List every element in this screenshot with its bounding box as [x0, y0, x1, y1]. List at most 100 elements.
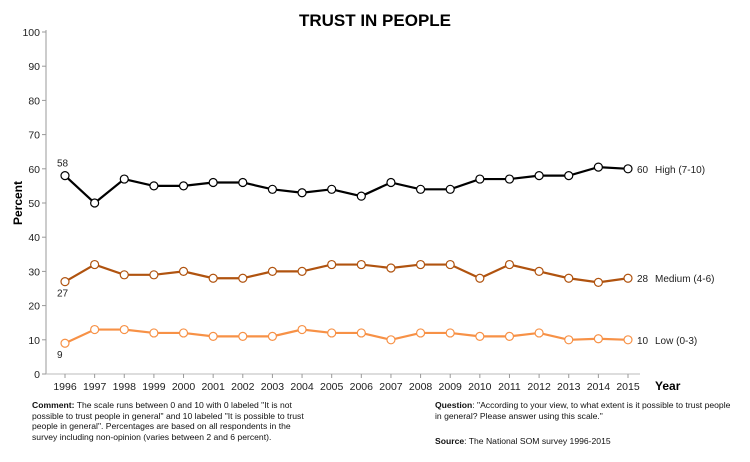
x-tick-label: 2008: [409, 381, 433, 393]
data-point: [327, 184, 337, 194]
data-point: [238, 331, 248, 341]
source-note: Source: The National SOM survey 1996-201…: [435, 436, 735, 447]
data-point: [149, 181, 159, 191]
legend-label: Low (0-3): [655, 336, 697, 347]
end-value-label: 10: [637, 336, 649, 347]
y-tick-label: 40: [28, 232, 40, 244]
x-axis-label: Year: [655, 379, 681, 393]
x-tick-label: 2012: [527, 381, 551, 393]
data-point: [593, 334, 603, 344]
data-point: [504, 174, 515, 184]
x-tick-label: 2013: [557, 381, 581, 393]
data-point: [149, 328, 159, 338]
x-tick-label: 1997: [83, 381, 107, 393]
start-value-label: 27: [57, 289, 69, 300]
data-point: [475, 273, 485, 283]
y-tick-label: 0: [34, 369, 40, 381]
comment-label: Comment:: [32, 400, 75, 410]
data-point: [534, 266, 544, 276]
question-note: Question: "According to your view, to wh…: [435, 400, 735, 421]
y-tick-label: 60: [28, 164, 40, 176]
data-point: [327, 328, 337, 338]
y-axis-label: Percent: [11, 181, 25, 225]
x-tick-label: 1999: [142, 381, 166, 393]
data-point: [475, 174, 485, 184]
data-point: [415, 328, 426, 338]
data-point: [119, 324, 129, 335]
x-tick-label: 2010: [468, 381, 492, 393]
end-value-label: 28: [637, 274, 649, 285]
data-point: [356, 259, 366, 270]
x-tick-label: 2014: [587, 381, 611, 393]
data-point: [445, 184, 455, 194]
y-tick-label: 20: [28, 301, 40, 313]
data-point: [297, 266, 307, 276]
data-point: [445, 328, 455, 338]
data-point: [90, 259, 100, 270]
data-point: [504, 259, 515, 270]
data-point: [623, 335, 633, 345]
data-point: [593, 277, 603, 287]
data-point: [119, 174, 129, 184]
x-tick-label: 2000: [172, 381, 196, 393]
data-point: [178, 181, 189, 191]
question-text: : "According to your view, to what exten…: [435, 400, 731, 421]
data-point: [297, 188, 307, 198]
data-point: [327, 259, 337, 270]
data-point: [267, 331, 278, 341]
legend-label: High (7-10): [655, 165, 705, 176]
data-point: [178, 266, 189, 276]
data-point: [60, 338, 70, 348]
question-label: Question: [435, 400, 473, 410]
x-tick-label: 2005: [320, 381, 344, 393]
start-value-label: 9: [57, 350, 63, 361]
x-tick-label: 1996: [53, 381, 77, 393]
source-text: : The National SOM survey 1996-2015: [464, 436, 611, 446]
x-tick-label: 2002: [231, 381, 255, 393]
data-point: [356, 191, 366, 201]
series-line: [64, 328, 629, 345]
data-point: [90, 324, 100, 335]
data-point: [297, 324, 307, 335]
data-point: [238, 177, 248, 188]
y-tick-label: 90: [28, 61, 40, 73]
data-point: [445, 259, 455, 270]
data-point: [208, 177, 218, 188]
data-point: [415, 259, 426, 270]
data-point: [119, 270, 129, 280]
comment-note: Comment: The scale runs between 0 and 10…: [32, 400, 317, 442]
x-tick-label: 2007: [379, 381, 403, 393]
data-point: [593, 162, 603, 172]
chart-title: TRUST IN PEOPLE: [299, 11, 451, 30]
y-tick-label: 100: [22, 27, 40, 39]
data-point: [208, 273, 218, 283]
x-tick-label: 2009: [439, 381, 463, 393]
data-point: [534, 171, 544, 181]
data-point: [386, 263, 396, 273]
y-tick-label: 50: [28, 198, 40, 210]
data-point: [386, 335, 396, 345]
data-point: [267, 184, 278, 194]
x-tick-label: 2003: [261, 381, 285, 393]
data-point: [60, 277, 70, 287]
data-point: [534, 328, 544, 338]
data-point: [386, 177, 396, 188]
y-tick-label: 80: [28, 95, 40, 107]
data-point: [564, 335, 574, 345]
y-tick-label: 10: [28, 335, 40, 347]
x-tick-label: 2001: [201, 381, 225, 393]
series-line: [64, 165, 629, 205]
data-point: [208, 331, 218, 341]
x-tick-label: 2006: [350, 381, 374, 393]
x-tick-label: 2015: [616, 381, 640, 393]
x-tick-label: 2011: [498, 381, 521, 393]
comment-text: The scale runs between 0 and 10 with 0 l…: [32, 400, 304, 442]
legend-label: Medium (4-6): [655, 274, 714, 285]
y-tick-label: 70: [28, 130, 40, 142]
data-point: [564, 273, 574, 283]
data-point: [178, 328, 189, 338]
series-line: [64, 263, 629, 284]
data-point: [475, 331, 485, 341]
